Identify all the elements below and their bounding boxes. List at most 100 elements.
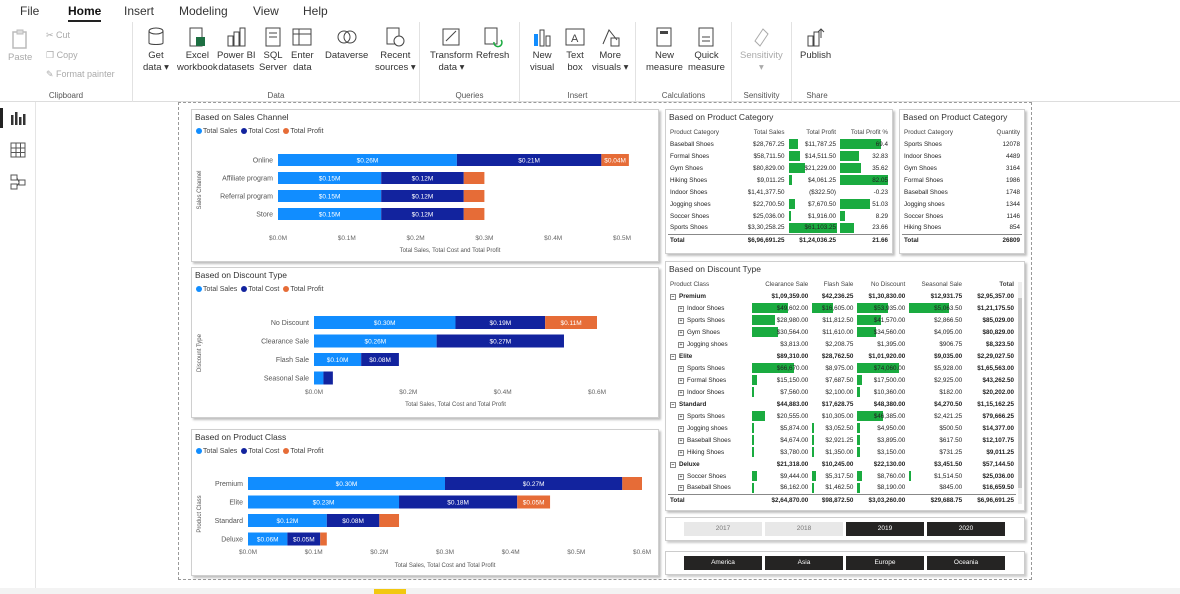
expand-icon[interactable]: + (678, 473, 684, 480)
scrollbar-thumb[interactable] (1018, 298, 1022, 488)
matrix-group-row: − Elite $89,310.00 $28,762.50 $1,01,920.00 $9… (668, 350, 1016, 362)
expand-icon[interactable]: + (678, 305, 684, 312)
collapse-icon[interactable]: − (670, 353, 676, 360)
expand-icon[interactable]: + (678, 485, 684, 492)
slicer-option-oceania[interactable]: Oceania (927, 556, 1005, 570)
data-label: $0.30M (336, 481, 358, 488)
bar-total-cost (455, 316, 546, 329)
matrix-row: + Jogging shoes $3,813.00 $2,208.75 $1,395.0… (668, 338, 1016, 350)
table-cell: $1,916.00 (787, 210, 839, 222)
paste-button[interactable]: Paste (8, 28, 32, 64)
menu-view[interactable]: View (253, 4, 279, 18)
cell-value: $48,380.00 (873, 400, 906, 408)
cell-value: $28,762.50 (821, 352, 854, 360)
bar-total-cost (361, 353, 399, 366)
data-label: $0.27M (489, 338, 511, 345)
slicer-option-2019[interactable]: 2019 (846, 522, 924, 536)
product-class-chart[interactable]: Based on Product Class Total Sales Total … (191, 429, 659, 576)
matrix-row: + Hiking Shoes $3,780.00 $1,350.00 $3,150.00… (668, 446, 1016, 458)
collapse-icon[interactable]: − (670, 293, 676, 300)
expand-icon[interactable]: + (678, 425, 684, 432)
cell-value: $3,895.00 (877, 436, 906, 444)
refresh-icon (482, 26, 504, 48)
table-view-icon[interactable] (10, 142, 26, 158)
slicer-option-2018[interactable]: 2018 (765, 522, 843, 536)
bar-total-cost (323, 371, 333, 385)
slicer-option-america[interactable]: America (684, 556, 762, 570)
sensitivity-button[interactable]: Sensitivity ▾ (740, 26, 783, 74)
slicer-option-2017[interactable]: 2017 (684, 522, 762, 536)
matrix-cell: $16,605.00 (810, 302, 855, 314)
bar-total-profit (463, 208, 485, 220)
data-label: $0.12M (412, 193, 434, 200)
cell-value: $10,305.00 (821, 412, 854, 420)
matrix-cell: $2,421.25 (907, 410, 964, 422)
format-painter-button[interactable]: ✎ Format painter (46, 69, 115, 79)
expand-icon[interactable]: + (678, 365, 684, 372)
text-box-button[interactable]: A Text box (564, 26, 586, 74)
cell-value: 82.05 (872, 176, 888, 184)
matrix-cell: $49,602.00 (750, 302, 810, 314)
expand-icon[interactable]: + (678, 341, 684, 348)
active-page-tab[interactable] (374, 589, 406, 594)
transform-data-button[interactable]: Transform data ▾ (430, 26, 473, 74)
dataverse-button[interactable]: Dataverse (325, 26, 368, 62)
bar-total-cost (381, 190, 464, 202)
quick-measure-button[interactable]: Quick measure (688, 26, 725, 74)
menu-home[interactable]: Home (68, 4, 102, 22)
expand-icon[interactable]: + (678, 449, 684, 456)
cell-value: $1,30,830.00 (868, 292, 906, 300)
slicer-option-asia[interactable]: Asia (765, 556, 843, 570)
copy-button[interactable]: ❐ Copy (46, 50, 78, 60)
get-data-button[interactable]: Get data ▾ (143, 26, 169, 74)
cell-value: $1,21,175.50 (977, 304, 1014, 312)
report-view-icon[interactable] (10, 110, 26, 126)
svg-text:A: A (571, 33, 579, 45)
expand-icon[interactable]: + (678, 317, 684, 324)
product-quantity-table[interactable]: Based on Product Category Product Catego… (899, 109, 1025, 254)
matrix-scrollbar[interactable] (1018, 282, 1022, 504)
expand-icon[interactable]: + (678, 437, 684, 444)
excel-workbook-button[interactable]: Excel workbook (177, 26, 218, 74)
matrix-cell: − Premium (668, 290, 750, 302)
menu-modeling[interactable]: Modeling (179, 4, 228, 18)
discount-type-matrix[interactable]: Based on Discount Type Product Class Clea… (665, 261, 1025, 511)
collapse-icon[interactable]: − (670, 401, 676, 408)
cell-value: $1,916.00 (808, 212, 837, 220)
refresh-button[interactable]: Refresh (476, 26, 509, 62)
cut-button[interactable]: ✂ Cut (46, 30, 71, 40)
cell-value: $21,229.00 (804, 164, 837, 172)
collapse-icon[interactable]: − (670, 461, 676, 468)
expand-icon[interactable]: + (678, 413, 684, 420)
slicer-option-2020[interactable]: 2020 (927, 522, 1005, 536)
legend-total-profit: Total Profit (290, 448, 324, 455)
slicer-option-europe[interactable]: Europe (846, 556, 924, 570)
menu-insert[interactable]: Insert (124, 4, 155, 18)
data-bar (857, 315, 881, 325)
matrix-cell: + Baseball Shoes (668, 434, 750, 446)
x-tick-label: $0.2M (407, 235, 425, 242)
legend-total-cost: Total Cost (248, 286, 280, 293)
data-bar (812, 435, 815, 445)
power-bi-datasets-button[interactable]: Power BI datasets (217, 26, 256, 74)
expand-icon[interactable]: + (678, 377, 684, 384)
model-view-icon[interactable] (10, 174, 26, 190)
menu-file[interactable]: File (20, 4, 40, 18)
matrix-cell: $34,560.00 (855, 326, 907, 338)
expand-icon[interactable]: + (678, 329, 684, 336)
cell-value: $3,052.50 (825, 424, 854, 432)
discount-type-chart[interactable]: Based on Discount Type Total Sales Total … (191, 267, 659, 418)
publish-button[interactable]: Publish (800, 26, 831, 62)
recent-sources-button[interactable]: Recent sources ▾ (375, 26, 416, 74)
menu-help[interactable]: Help (303, 4, 328, 18)
expand-icon[interactable]: + (678, 389, 684, 396)
product-category-table[interactable]: Based on Product Category Product Catego… (665, 109, 893, 254)
new-measure-button[interactable]: New measure (646, 26, 683, 74)
enter-data-button[interactable]: Enter data (291, 26, 314, 74)
cell-value: $3,813.00 (780, 340, 809, 348)
sales-channel-chart[interactable]: Based on Sales Channel Total Sales Total … (191, 109, 659, 262)
data-bar (909, 303, 950, 313)
sql-server-button[interactable]: SQL Server (259, 26, 287, 74)
new-visual-button[interactable]: New visual (530, 26, 554, 74)
more-visuals-button[interactable]: More visuals ▾ (592, 26, 628, 74)
